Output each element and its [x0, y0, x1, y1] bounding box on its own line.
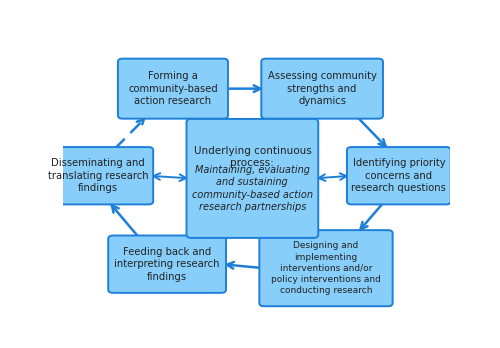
Text: Forming a
community-based
action research: Forming a community-based action researc…	[128, 71, 218, 106]
Text: Assessing community
strengths and
dynamics: Assessing community strengths and dynami…	[268, 71, 376, 106]
Text: Identifying priority
concerns and
research questions: Identifying priority concerns and resear…	[352, 158, 446, 193]
FancyBboxPatch shape	[118, 59, 228, 119]
FancyBboxPatch shape	[108, 236, 226, 293]
Text: Underlying continuous
process:: Underlying continuous process:	[194, 146, 311, 168]
Text: Maintaining, evaluating
and sustaining
community-based action
research partnersh: Maintaining, evaluating and sustaining c…	[192, 165, 313, 212]
Text: Designing and
implementing
interventions and/or
policy interventions and
conduct: Designing and implementing interventions…	[271, 242, 381, 295]
FancyBboxPatch shape	[260, 230, 392, 306]
FancyBboxPatch shape	[186, 119, 318, 238]
FancyBboxPatch shape	[43, 147, 153, 204]
FancyBboxPatch shape	[347, 147, 451, 204]
FancyBboxPatch shape	[262, 59, 383, 119]
Text: Feeding back and
interpreting research
findings: Feeding back and interpreting research f…	[114, 247, 220, 282]
Text: Disseminating and
translating research
findings: Disseminating and translating research f…	[48, 158, 148, 193]
